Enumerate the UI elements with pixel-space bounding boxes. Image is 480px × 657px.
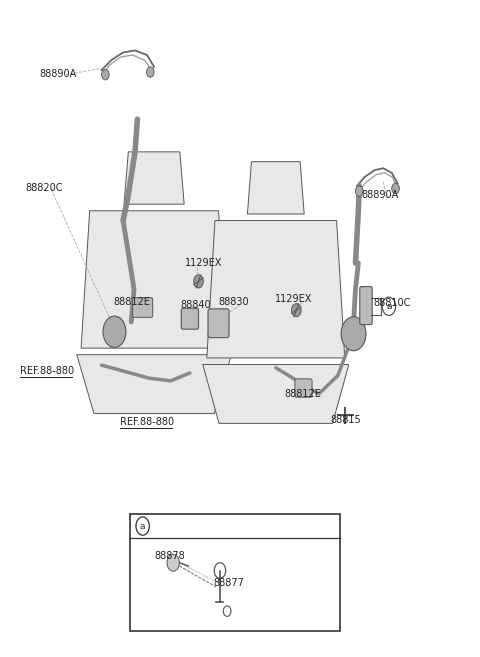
FancyBboxPatch shape — [295, 379, 312, 397]
Polygon shape — [77, 355, 231, 413]
Text: 88890A: 88890A — [39, 68, 77, 79]
Polygon shape — [203, 365, 349, 423]
Circle shape — [341, 317, 366, 351]
Polygon shape — [124, 152, 184, 204]
Text: 1129EX: 1129EX — [276, 294, 312, 304]
FancyBboxPatch shape — [208, 309, 229, 338]
Text: 88877: 88877 — [214, 578, 245, 587]
Circle shape — [356, 186, 363, 196]
Circle shape — [103, 316, 126, 348]
Text: 88810C: 88810C — [373, 298, 411, 307]
Polygon shape — [247, 162, 304, 214]
Text: 88840: 88840 — [180, 300, 211, 309]
Polygon shape — [207, 221, 345, 358]
Text: a: a — [386, 302, 392, 311]
Circle shape — [167, 555, 180, 571]
Polygon shape — [81, 211, 227, 348]
Circle shape — [146, 67, 154, 78]
Text: REF.88-880: REF.88-880 — [120, 417, 174, 427]
FancyBboxPatch shape — [130, 514, 340, 631]
Text: 88890A: 88890A — [362, 190, 399, 200]
Text: a: a — [140, 522, 145, 531]
Text: 88815: 88815 — [331, 415, 361, 424]
Text: 1129EX: 1129EX — [185, 258, 223, 267]
Text: 88830: 88830 — [218, 297, 249, 307]
Text: REF.88-880: REF.88-880 — [20, 367, 73, 376]
Circle shape — [291, 304, 301, 317]
Text: 88812E: 88812E — [284, 389, 321, 399]
FancyBboxPatch shape — [181, 308, 199, 329]
FancyBboxPatch shape — [132, 298, 153, 317]
Circle shape — [102, 70, 109, 80]
Circle shape — [392, 183, 399, 194]
FancyBboxPatch shape — [360, 286, 372, 325]
Text: 88878: 88878 — [154, 551, 185, 561]
Text: 88820C: 88820C — [25, 183, 63, 193]
Text: 88812E: 88812E — [114, 297, 150, 307]
Circle shape — [194, 275, 203, 288]
